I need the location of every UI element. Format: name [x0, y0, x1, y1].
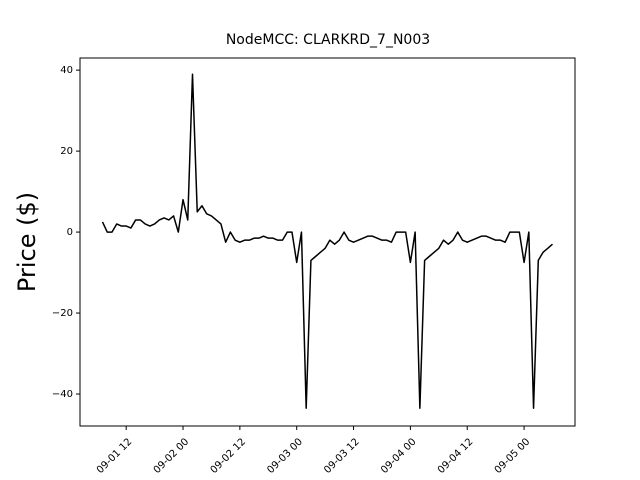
chart-title: NodeMCC: CLARKRD_7_N003 [226, 32, 430, 48]
x-tick-label: 09-04 12 [436, 436, 476, 476]
x-tick-label: 09-03 12 [322, 436, 362, 476]
x-tick-label: 09-01 12 [95, 436, 135, 476]
y-tick-label: 0 [67, 227, 73, 238]
y-tick-label: −20 [52, 308, 73, 319]
y-tick-label: 20 [60, 146, 73, 157]
y-axis-label: Price ($) [13, 192, 41, 292]
plot-frame [79, 57, 576, 427]
x-tick-label: 09-03 00 [265, 436, 305, 476]
price-line [101, 73, 553, 409]
x-tick-label: 09-04 00 [379, 436, 419, 476]
x-tick-label: 09-02 12 [209, 436, 249, 476]
x-tick-label: 09-05 00 [493, 436, 533, 476]
y-tick-label: 40 [60, 65, 73, 76]
x-tick-label: 09-02 00 [152, 436, 192, 476]
y-tick-label: −40 [52, 389, 73, 400]
